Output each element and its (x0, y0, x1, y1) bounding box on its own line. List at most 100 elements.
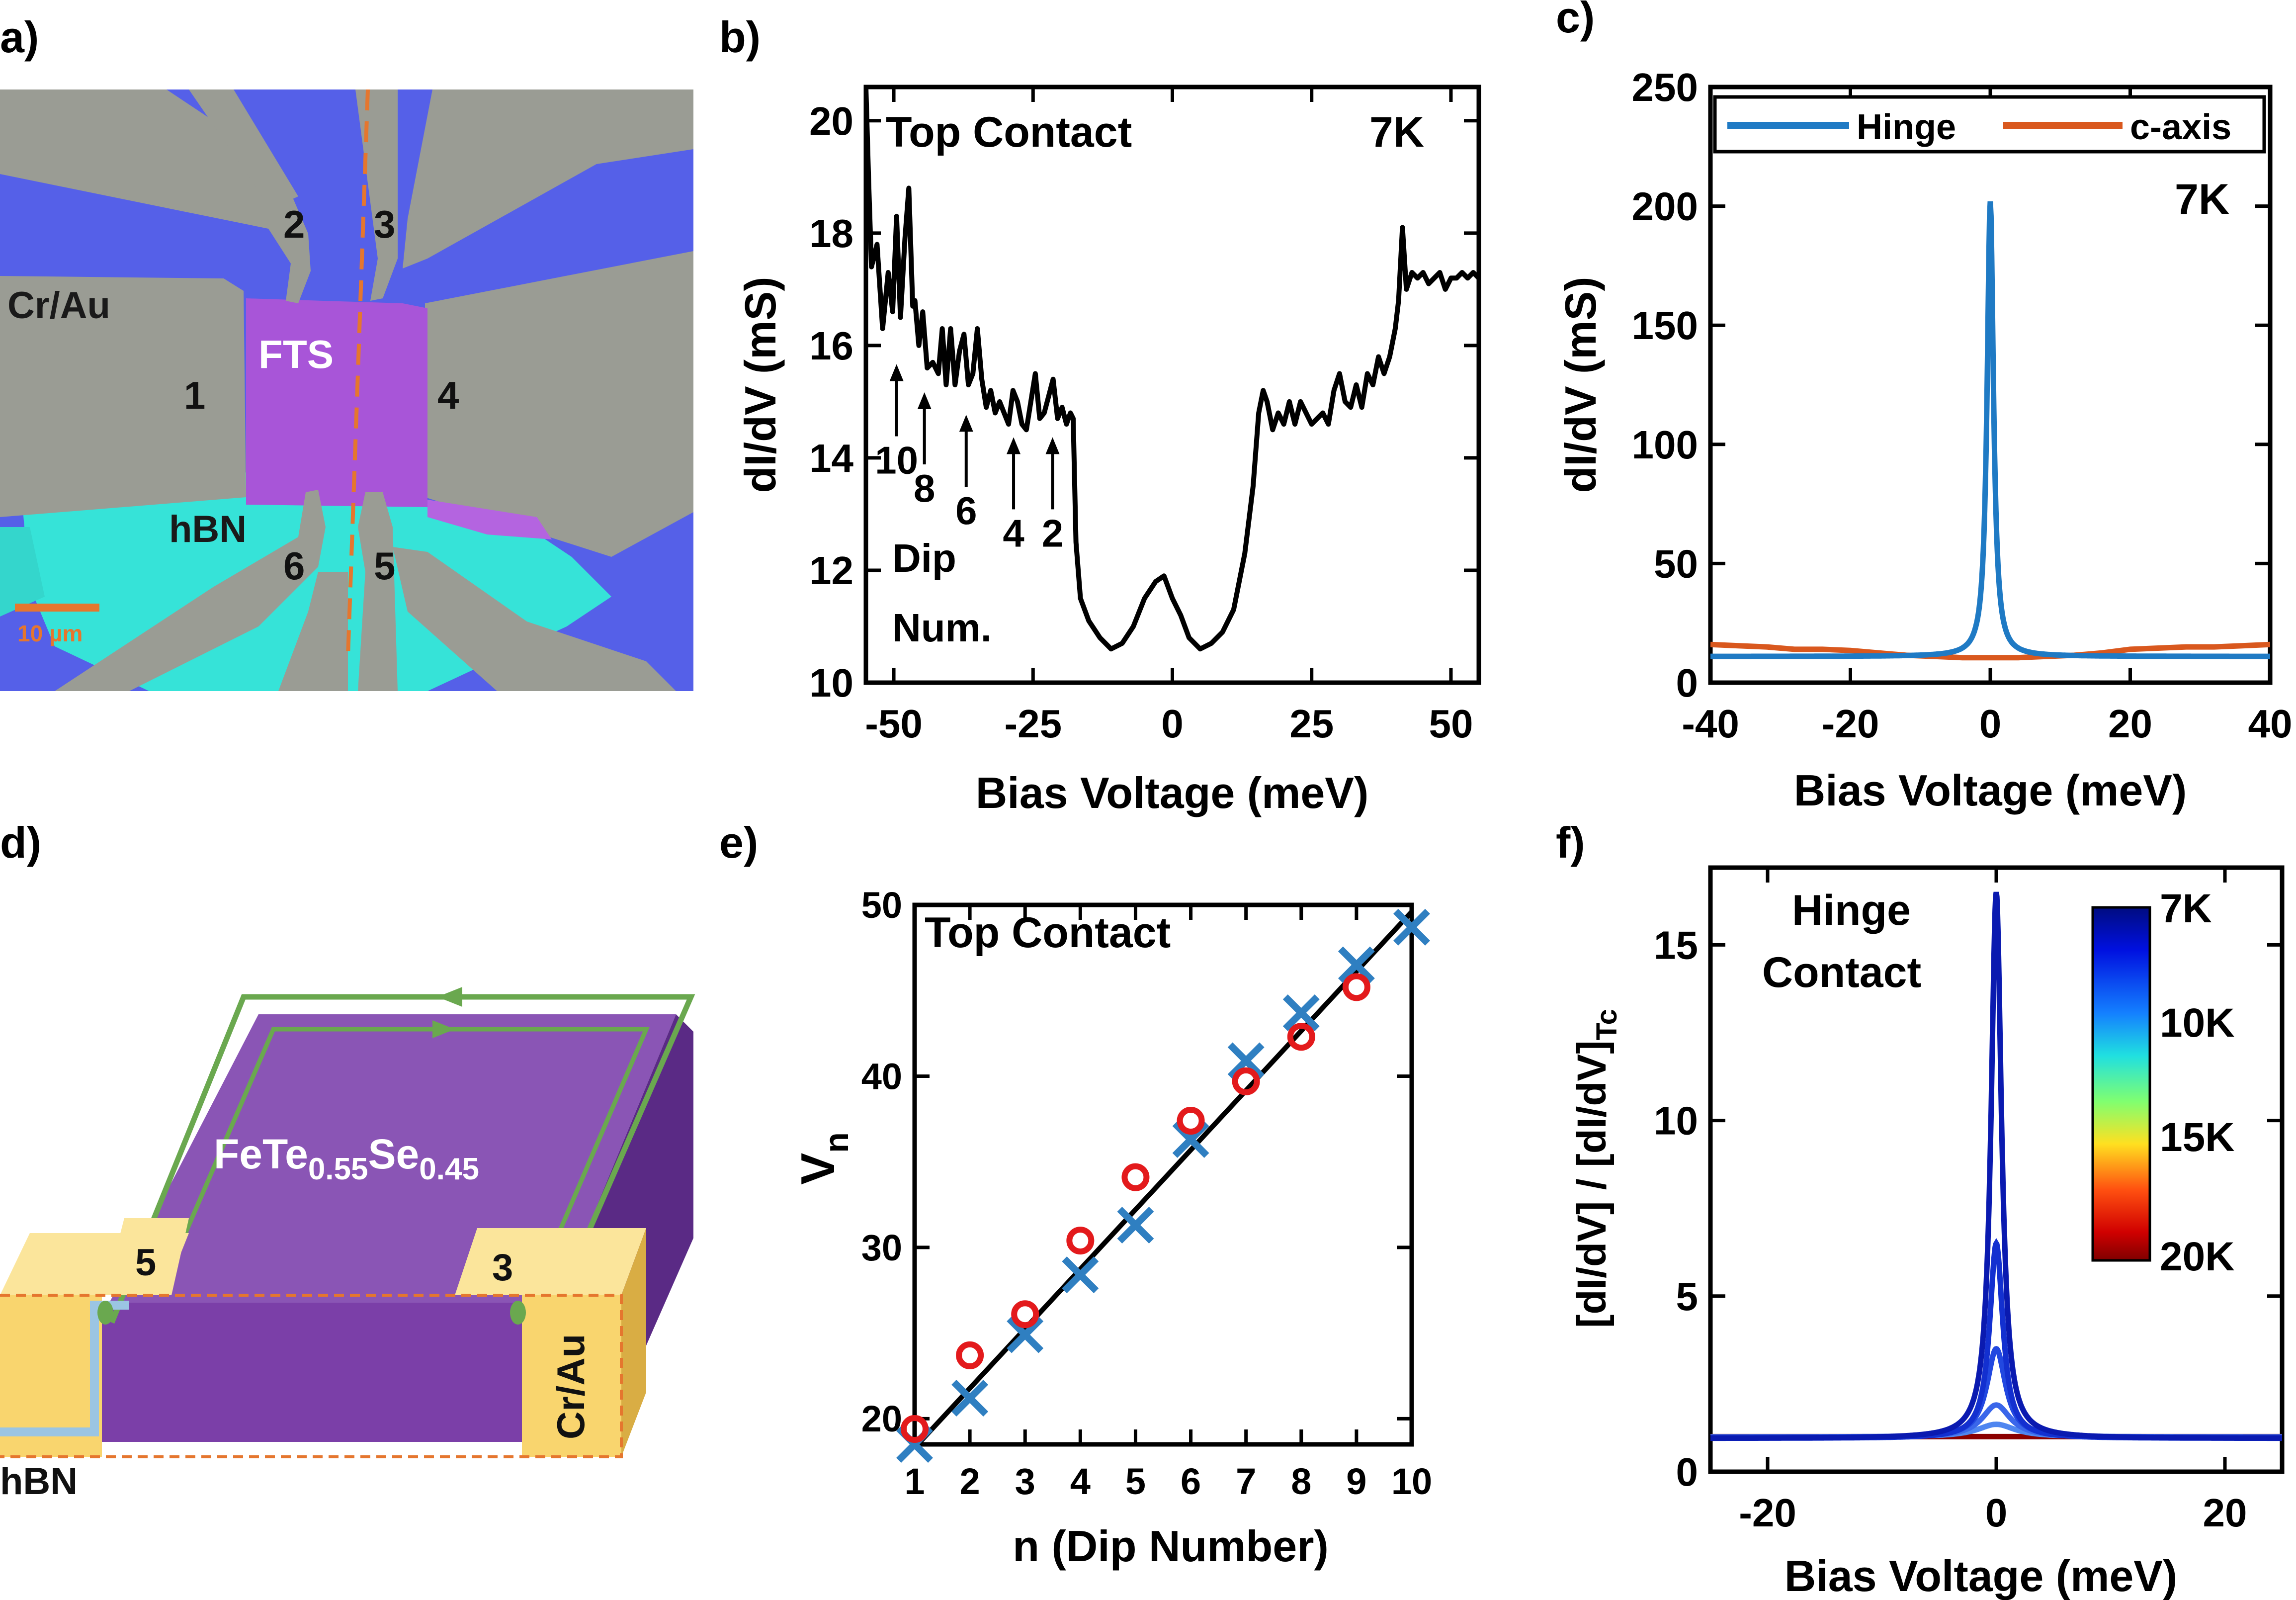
lead-6 (55, 490, 326, 691)
contact-pad-1 (0, 276, 246, 517)
colorbar-label-15k: 15K (2160, 1115, 2234, 1160)
panel-label-e: e) (719, 818, 758, 867)
colorbar (2091, 906, 2151, 1262)
gold-left-front (0, 1295, 102, 1457)
lead-3b (403, 89, 693, 268)
chart-c-xtick-label: -20 (1822, 702, 1879, 746)
chart-e-xtick-label: 3 (1015, 1461, 1035, 1502)
hbn-layer (0, 1301, 129, 1436)
formula: FeTe0.55Se0.45 (214, 1131, 479, 1186)
x-marker (951, 1380, 989, 1417)
chart-f-ytick-label: 0 (1676, 1450, 1699, 1494)
chart-c-xtick-label: -40 (1682, 702, 1739, 746)
panel-label-f: f) (1556, 818, 1585, 867)
chart-c-ytick-label: 250 (1632, 65, 1698, 109)
label-fts: FTS (258, 332, 334, 376)
chart-e-xtick-label: 2 (960, 1461, 980, 1502)
chart-c-ytick-label: 150 (1632, 303, 1698, 348)
chart-b-xtick-label: 25 (1289, 702, 1334, 746)
edge-current-outer (109, 994, 695, 1324)
chart-b-annot-top-contact: Top Contact (886, 108, 1132, 156)
contact-label-5: 5 (374, 544, 395, 588)
dip-arrowhead (917, 392, 932, 409)
contact-pad-4 (425, 251, 693, 557)
chart-c-xtick-label: 0 (1979, 702, 2002, 746)
legend-label-hinge: Hinge (1857, 107, 1956, 147)
x-marker (1393, 908, 1430, 946)
gold-right-side (621, 1228, 646, 1457)
lead-2b (189, 89, 298, 209)
chart-f-ytick-label: 5 (1676, 1274, 1699, 1319)
chart-e-xtick-label: 10 (1391, 1461, 1432, 1502)
chart-f: -20 0 20 0 5 10 15 Hinge Contact 7K 10K 15K 20… (1569, 865, 2285, 1600)
chart-b-ticks: -50 -25 0 25 50 10 12 14 16 18 20 (809, 87, 1479, 746)
chart-e-frame (912, 902, 1414, 1447)
chart-e-fit-line (913, 910, 1414, 1450)
chart-b-ylabel: dI/dV (mS) (736, 276, 785, 493)
chart-e-xtick-label: 1 (904, 1461, 925, 1502)
gold-right-front (522, 1295, 621, 1457)
colorbar-label-20k: 20K (2160, 1234, 2234, 1279)
chart-f-xtick-label: 20 (2203, 1491, 2247, 1535)
arrow-inner (432, 1020, 455, 1038)
chart-c-ytick-label: 100 (1632, 423, 1698, 467)
dip-label: 2 (1042, 511, 1063, 555)
chart-f-annot-contact: Contact (1762, 949, 1921, 996)
chart-b-ytick-label: 14 (809, 436, 853, 480)
lead-5b (393, 547, 676, 691)
chart-b-ytick-label: 18 (809, 211, 853, 256)
chart-b-ytick-label: 20 (809, 99, 853, 143)
x-marker (1062, 1256, 1099, 1293)
contact-outline (0, 1294, 623, 1458)
contact-label-1: 1 (184, 373, 205, 417)
chart-c-ytick-label: 200 (1632, 184, 1698, 229)
dip-label: 8 (914, 466, 935, 510)
gold-left-tab (104, 1218, 189, 1295)
chart-c-ytick-label: 50 (1654, 541, 1698, 586)
chart-f-series-7k (1710, 891, 2282, 1441)
chart-b-xlabel: Bias Voltage (meV) (976, 768, 1369, 817)
edge-current-inner (162, 1027, 650, 1284)
chart-c-ticks: -40 -20 0 20 40 0 50 100 150 200 250 (1632, 65, 2293, 746)
chart-e-ytick-label: 30 (861, 1227, 902, 1268)
chart-f-ytick-label: 15 (1654, 923, 1698, 967)
contact-label-4: 4 (437, 373, 459, 417)
lead-6b (278, 572, 348, 691)
chart-f-ylabel-sub: Tc (1591, 1009, 1623, 1040)
o-marker (1342, 973, 1370, 1001)
legend-label-caxis: c-axis (2130, 107, 2231, 147)
o-marker (901, 1415, 929, 1443)
chart-b-series-7k (866, 87, 1479, 652)
x-marker (1227, 1042, 1265, 1079)
chart-c-frame (1708, 85, 2273, 685)
chart-e-points (896, 908, 1430, 1463)
contact-dot-right (510, 1301, 526, 1325)
dip-label: 4 (1003, 511, 1024, 555)
chart-e-ytick-label: 40 (861, 1056, 902, 1097)
chart-e-xlabel: n (Dip Number) (1013, 1521, 1329, 1571)
chart-c-annot-7k: 7K (2175, 176, 2229, 223)
d-hbn: hBN (0, 1460, 78, 1503)
panel-label-a: a) (0, 12, 39, 62)
panel-a-micrograph: Cr/Au FTS hBN 1 2 3 4 5 6 10 µm (0, 89, 693, 691)
o-marker (956, 1341, 984, 1369)
chart-b-xtick-label: 50 (1429, 702, 1473, 746)
chart-e-ytick-label: 50 (861, 885, 902, 926)
d-contact-5: 5 (135, 1242, 156, 1284)
chart-f-xtick-label: -20 (1739, 1491, 1796, 1535)
label-hbn: hBN (169, 508, 247, 550)
formula-mid: Se (368, 1131, 420, 1177)
fts-flake (246, 298, 427, 507)
chart-b-annot-7k: 7K (1369, 108, 1424, 156)
formula-base: FeTe (214, 1131, 308, 1177)
panel-label-d: d) (0, 818, 41, 867)
lead-3 (355, 89, 398, 301)
o-marker (1232, 1067, 1260, 1095)
panel-d-schematic: FeTe0.55Se0.45 5 3 Cr/Au hBN (0, 987, 695, 1503)
contact-label-3: 3 (374, 202, 395, 246)
x-marker (1338, 946, 1375, 983)
chart-b-ytick-label: 12 (809, 548, 853, 593)
chart-e-ticks: 1 2 3 4 5 6 7 8 9 10 20 30 40 50 (861, 885, 1432, 1502)
